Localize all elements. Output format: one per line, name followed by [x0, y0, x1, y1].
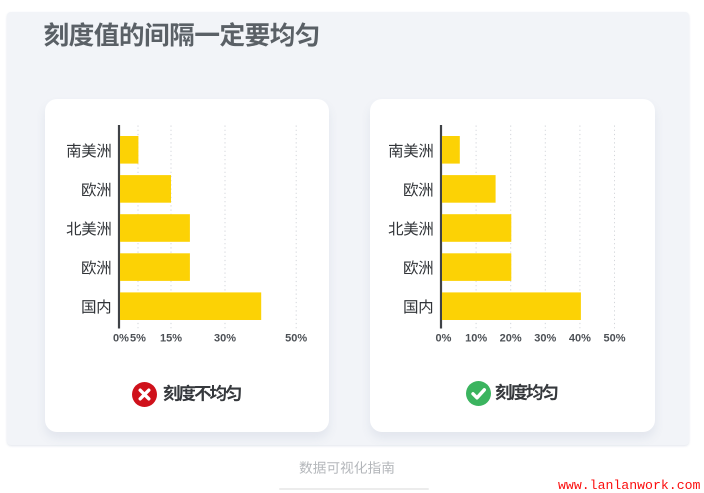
svg-text:0%: 0% [436, 333, 452, 345]
svg-text:40%: 40% [569, 333, 591, 345]
svg-text:20%: 20% [500, 333, 522, 345]
svg-text:0%: 0% [113, 333, 129, 345]
svg-text:50%: 50% [285, 333, 307, 345]
svg-text:5%: 5% [130, 333, 146, 345]
svg-text:30%: 30% [534, 333, 556, 345]
svg-text:15%: 15% [160, 333, 182, 345]
svg-text:30%: 30% [214, 333, 236, 345]
svg-text:50%: 50% [603, 333, 625, 345]
svg-text:10%: 10% [465, 333, 487, 345]
